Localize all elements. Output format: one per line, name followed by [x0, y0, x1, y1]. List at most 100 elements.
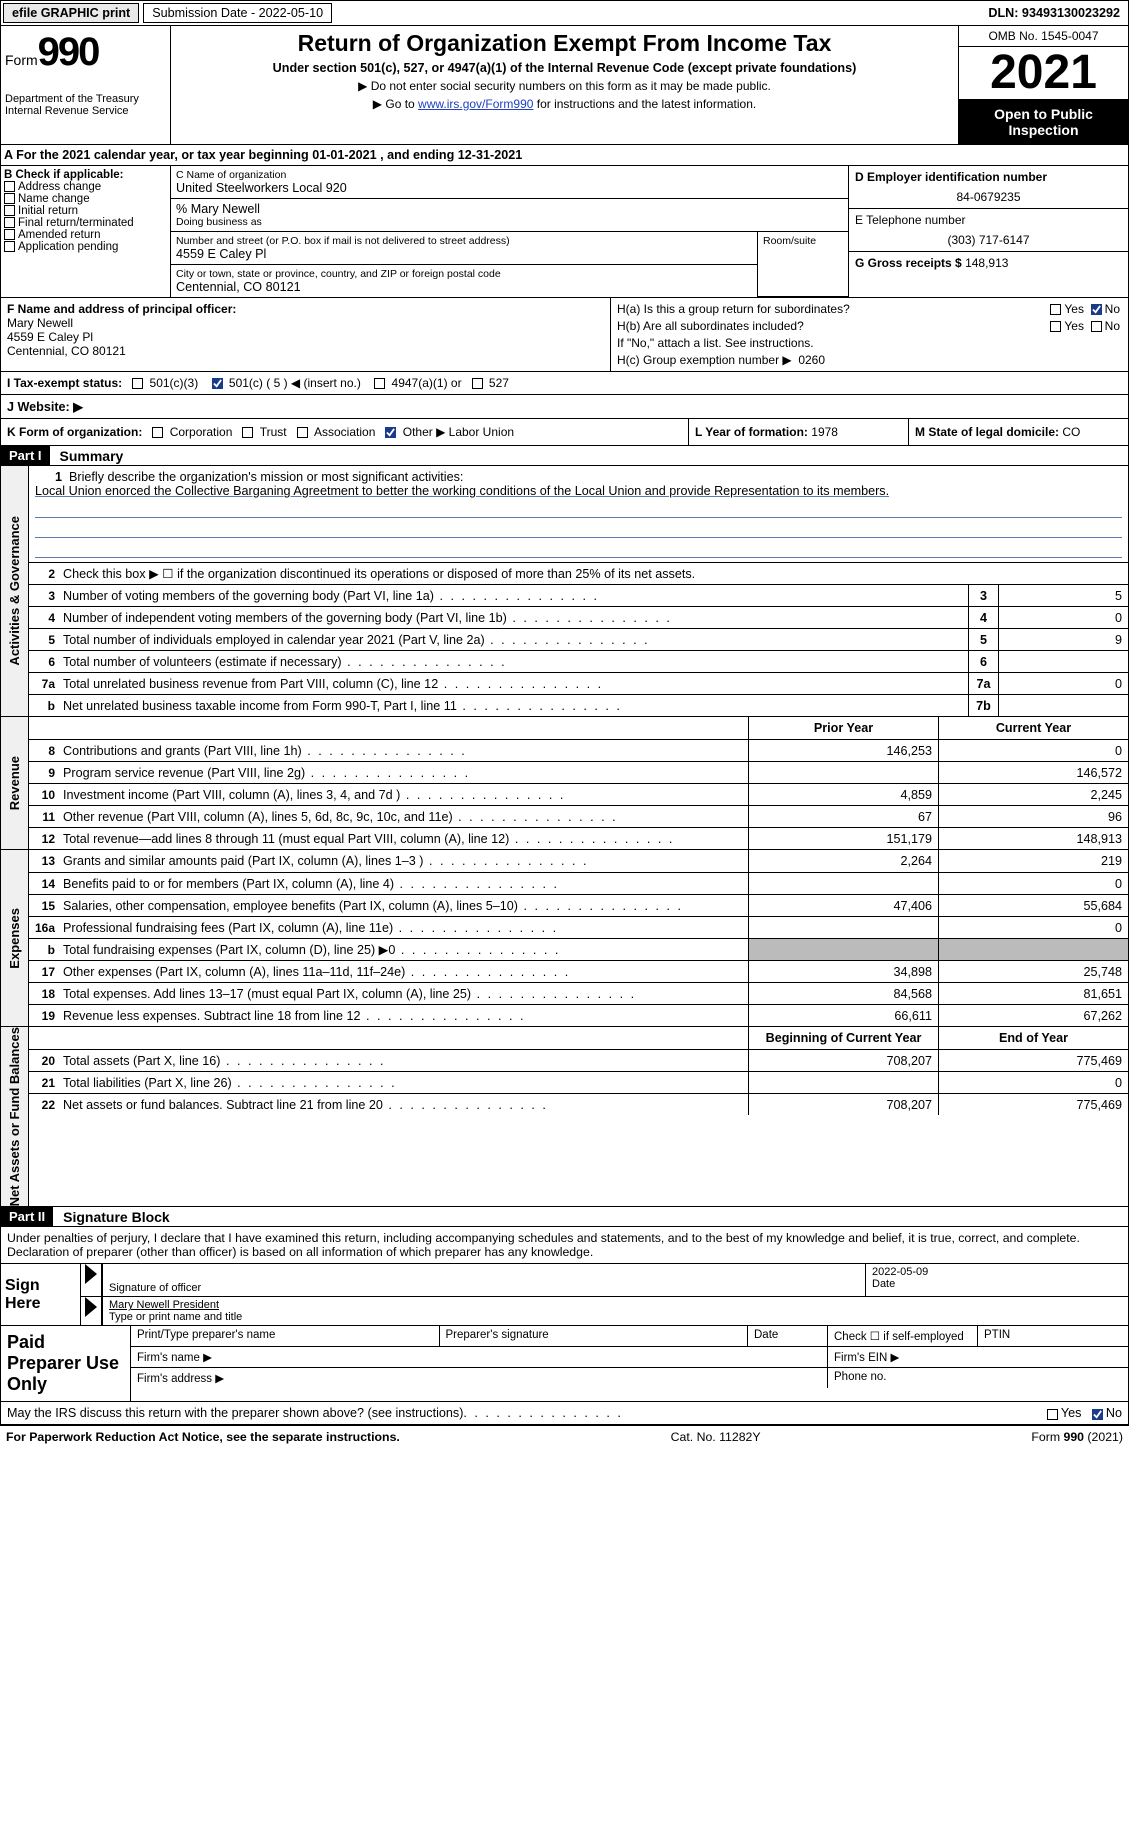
expenses-section: Expenses 13 Grants and similar amounts p… — [0, 850, 1129, 1027]
officer-addr2: Centennial, CO 80121 — [7, 344, 604, 358]
vtab-exp: Expenses — [7, 908, 22, 969]
chk-initial[interactable] — [4, 205, 15, 216]
line-text: Total fundraising expenses (Part IX, col… — [59, 940, 748, 959]
irs-link[interactable]: www.irs.gov/Form990 — [418, 97, 533, 111]
form-number: 990 — [38, 30, 99, 75]
line-text: Total liabilities (Part X, line 26) — [59, 1074, 748, 1092]
k-trust: Trust — [260, 425, 287, 439]
arrow-icon-2 — [85, 1297, 97, 1317]
line-text: Total number of volunteers (estimate if … — [59, 653, 968, 671]
topbar: efile GRAPHIC print Submission Date - 20… — [0, 0, 1129, 26]
efile-button[interactable]: efile GRAPHIC print — [3, 3, 139, 23]
i-4947: 4947(a)(1) or — [392, 376, 462, 390]
chk-trust[interactable] — [242, 427, 253, 438]
officer-addr1: 4559 E Caley Pl — [7, 330, 604, 344]
line-val: 0 — [998, 607, 1128, 628]
line-num: 8 — [29, 742, 59, 760]
firm-addr-lbl: Firm's address ▶ — [131, 1368, 828, 1388]
line-text: Total revenue—add lines 8 through 11 (mu… — [59, 830, 748, 848]
chk-discuss-no[interactable] — [1092, 1409, 1103, 1420]
line-num: 16a — [29, 919, 59, 937]
prior-val — [748, 939, 938, 960]
k-corp: Corporation — [170, 425, 233, 439]
line-box: 7a — [968, 673, 998, 694]
line-val: 9 — [998, 629, 1128, 650]
line-num: 3 — [29, 587, 59, 605]
a-text-a: A For the 2021 calendar year, or tax yea… — [4, 148, 312, 162]
b-opt-3: Final return/terminated — [18, 217, 134, 229]
signature-block: Under penalties of perjury, I declare th… — [0, 1227, 1129, 1425]
chk-hb-yes[interactable] — [1050, 321, 1061, 332]
omb-number: OMB No. 1545-0047 — [959, 26, 1128, 47]
prior-val — [748, 1072, 938, 1093]
prior-val: 67 — [748, 806, 938, 827]
prior-val: 4,859 — [748, 784, 938, 805]
chk-501c[interactable] — [212, 378, 223, 389]
chk-name-change[interactable] — [4, 193, 15, 204]
current-val — [938, 939, 1128, 960]
revenue-section: Revenue Prior Year Current Year 8 Contri… — [0, 717, 1129, 850]
hdr-eoy: End of Year — [938, 1027, 1128, 1049]
chk-corp[interactable] — [152, 427, 163, 438]
line-num: 13 — [29, 852, 59, 870]
chk-amended[interactable] — [4, 229, 15, 240]
vtab-rev: Revenue — [7, 756, 22, 810]
line-text: Salaries, other compensation, employee b… — [59, 897, 748, 915]
part1-name: Summary — [50, 448, 124, 464]
prior-val: 34,898 — [748, 961, 938, 982]
chk-final[interactable] — [4, 217, 15, 228]
firm-ein-lbl: Firm's EIN ▶ — [828, 1347, 1128, 1367]
declaration: Under penalties of perjury, I declare th… — [1, 1227, 1128, 1263]
gross-value: 148,913 — [965, 256, 1008, 270]
l-val: 1978 — [811, 425, 838, 439]
hb-yes: Yes — [1064, 319, 1084, 333]
k-other-val: Labor Union — [449, 425, 514, 439]
line-num: 6 — [29, 653, 59, 671]
prior-val: 708,207 — [748, 1094, 938, 1115]
chk-address-change[interactable] — [4, 181, 15, 192]
line-num: 15 — [29, 897, 59, 915]
line-val: 5 — [998, 585, 1128, 606]
line-num: 9 — [29, 764, 59, 782]
chk-527[interactable] — [472, 378, 483, 389]
chk-assoc[interactable] — [297, 427, 308, 438]
part2-header: Part II Signature Block — [0, 1207, 1129, 1227]
discuss-yes: Yes — [1061, 1406, 1082, 1420]
line-num: 7a — [29, 675, 59, 693]
city-lbl: City or town, state or province, country… — [176, 268, 752, 280]
ha-yes: Yes — [1064, 302, 1084, 316]
a-begin: 01-01-2021 — [312, 148, 376, 162]
tax-status-row: I Tax-exempt status: 501(c)(3) 501(c) ( … — [0, 372, 1129, 395]
prior-val: 151,179 — [748, 828, 938, 849]
suite-lbl: Room/suite — [758, 232, 848, 297]
line-text: Net unrelated business taxable income fr… — [59, 697, 968, 715]
dept-treasury: Department of the Treasury Internal Reve… — [5, 93, 166, 117]
chk-other[interactable] — [385, 427, 396, 438]
b-opt-2: Initial return — [18, 205, 78, 217]
chk-4947[interactable] — [374, 378, 385, 389]
website-row: J Website: ▶ — [0, 395, 1129, 419]
line-num: 11 — [29, 808, 59, 826]
form-header: Form 990 Department of the Treasury Inte… — [0, 26, 1129, 145]
line-val — [998, 651, 1128, 672]
chk-app-pending[interactable] — [4, 241, 15, 252]
ein-lbl: D Employer identification number — [855, 170, 1122, 184]
line-text: Total expenses. Add lines 13–17 (must eq… — [59, 985, 748, 1003]
identity-block: B Check if applicable: Address change Na… — [0, 166, 1129, 298]
i-lbl: I Tax-exempt status: — [7, 376, 122, 390]
chk-501c3[interactable] — [132, 378, 143, 389]
mission-blank1 — [35, 502, 1122, 518]
activities-governance: Activities & Governance 1 Briefly descri… — [0, 466, 1129, 717]
chk-discuss-yes[interactable] — [1047, 1409, 1058, 1420]
chk-hb-no[interactable] — [1091, 321, 1102, 332]
h-b-note: If "No," attach a list. See instructions… — [617, 336, 1122, 350]
b-opt-4: Amended return — [18, 229, 100, 241]
gross-lbl: G Gross receipts $ — [855, 256, 962, 270]
line-text: Contributions and grants (Part VIII, lin… — [59, 742, 748, 760]
note-ssn: ▶ Do not enter social security numbers o… — [175, 79, 954, 93]
chk-ha-yes[interactable] — [1050, 304, 1061, 315]
chk-ha-no[interactable] — [1091, 304, 1102, 315]
line-text: Total number of individuals employed in … — [59, 631, 968, 649]
name-title-lbl: Type or print name and title — [109, 1311, 1122, 1323]
line-text: Investment income (Part VIII, column (A)… — [59, 786, 748, 804]
